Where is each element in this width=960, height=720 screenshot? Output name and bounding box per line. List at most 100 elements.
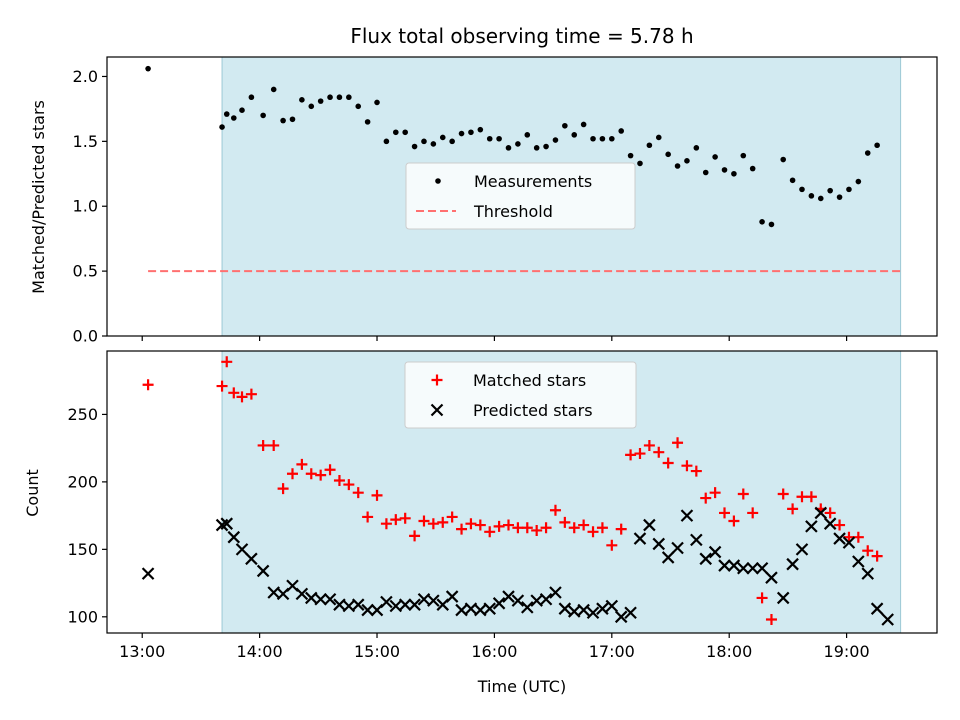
data-point [458, 130, 465, 137]
data-point [549, 504, 561, 516]
data-point [219, 124, 225, 130]
data-point [277, 483, 289, 495]
data-point [380, 518, 392, 530]
data-point [834, 519, 846, 531]
data-point [606, 539, 618, 551]
data-point [228, 387, 240, 399]
data-point [540, 522, 552, 534]
data-point [145, 65, 151, 72]
data-point [787, 503, 799, 515]
data-point [759, 219, 765, 225]
data-point [521, 522, 533, 534]
data-point [323, 592, 337, 606]
data-point [728, 515, 740, 527]
data-point [270, 86, 277, 93]
data-point [449, 138, 455, 145]
x-tick-label: 15:00 [354, 642, 400, 661]
data-point [492, 597, 506, 610]
data-point [559, 516, 571, 528]
data-point [842, 536, 856, 549]
legend-box [404, 361, 637, 429]
data-point [502, 590, 515, 603]
data-point [799, 186, 805, 193]
data-point [852, 555, 865, 568]
legend-label: Predicted stars [473, 401, 593, 420]
data-point [740, 152, 747, 159]
data-point [256, 564, 270, 578]
data-point [411, 143, 418, 150]
data-point [521, 601, 534, 614]
data-point [731, 170, 737, 177]
data-point [456, 523, 468, 535]
data-point [286, 468, 298, 480]
data-point [230, 115, 237, 121]
data-point [864, 150, 871, 156]
data-point [633, 532, 647, 545]
data-point [805, 520, 818, 533]
data-point [336, 94, 343, 101]
data-point [314, 592, 327, 606]
x-tick-label: 14:00 [237, 642, 283, 661]
data-point [824, 507, 836, 519]
data-point [699, 552, 713, 566]
data-point [502, 519, 514, 531]
data-point [305, 468, 317, 480]
data-point [737, 488, 749, 500]
x-axis-label: Time (UTC) [477, 677, 566, 696]
data-point [665, 151, 671, 158]
data-point [355, 103, 362, 110]
y-tick-label: 1.5 [73, 132, 98, 151]
data-point [257, 439, 269, 451]
data-point [712, 154, 718, 160]
data-point [690, 533, 703, 547]
data-point [846, 186, 852, 193]
data-point [343, 479, 355, 491]
data-point [446, 511, 458, 523]
data-point [817, 195, 824, 202]
data-point [390, 514, 402, 526]
data-point [599, 135, 606, 142]
data-point [795, 543, 809, 556]
data-point [505, 145, 512, 151]
data-point [746, 561, 759, 575]
data-point [484, 526, 496, 538]
data-point [776, 591, 790, 605]
legend-marker [431, 374, 443, 386]
axes-frame [106, 56, 938, 337]
data-point [512, 522, 524, 534]
data-point [558, 602, 572, 615]
data-point [814, 506, 828, 520]
data-point [260, 112, 266, 119]
data-point [637, 160, 643, 167]
data-point [874, 142, 880, 149]
data-point [672, 437, 684, 449]
legend: Matched stars Predicted stars [404, 361, 637, 429]
data-point [718, 559, 731, 572]
legend: Measurements Threshold [405, 162, 636, 230]
data-point [777, 488, 789, 500]
data-point [786, 557, 799, 571]
data-point [627, 152, 634, 159]
count-panel: 100 150 200 250 13:00 14:00 15:00 16:00 17:00 18:… [67, 350, 938, 661]
data-point [223, 111, 230, 117]
data-point [409, 530, 421, 542]
y-tick-label: 250 [67, 405, 98, 424]
data-point [615, 523, 627, 535]
data-point [392, 129, 399, 136]
axes-frame [106, 350, 938, 634]
x-tick-label: 18:00 [706, 642, 752, 661]
data-point [236, 391, 248, 403]
series-predicted-stars [141, 506, 894, 626]
data-point [671, 541, 684, 555]
data-point [871, 550, 883, 562]
data-point [352, 487, 364, 499]
data-point [702, 169, 709, 176]
data-point [408, 598, 421, 611]
x-tick-label: 13:00 [119, 642, 165, 661]
data-point [681, 460, 693, 472]
data-point [808, 193, 815, 199]
data-point [643, 439, 655, 451]
data-point [646, 142, 653, 149]
data-point [543, 143, 549, 150]
